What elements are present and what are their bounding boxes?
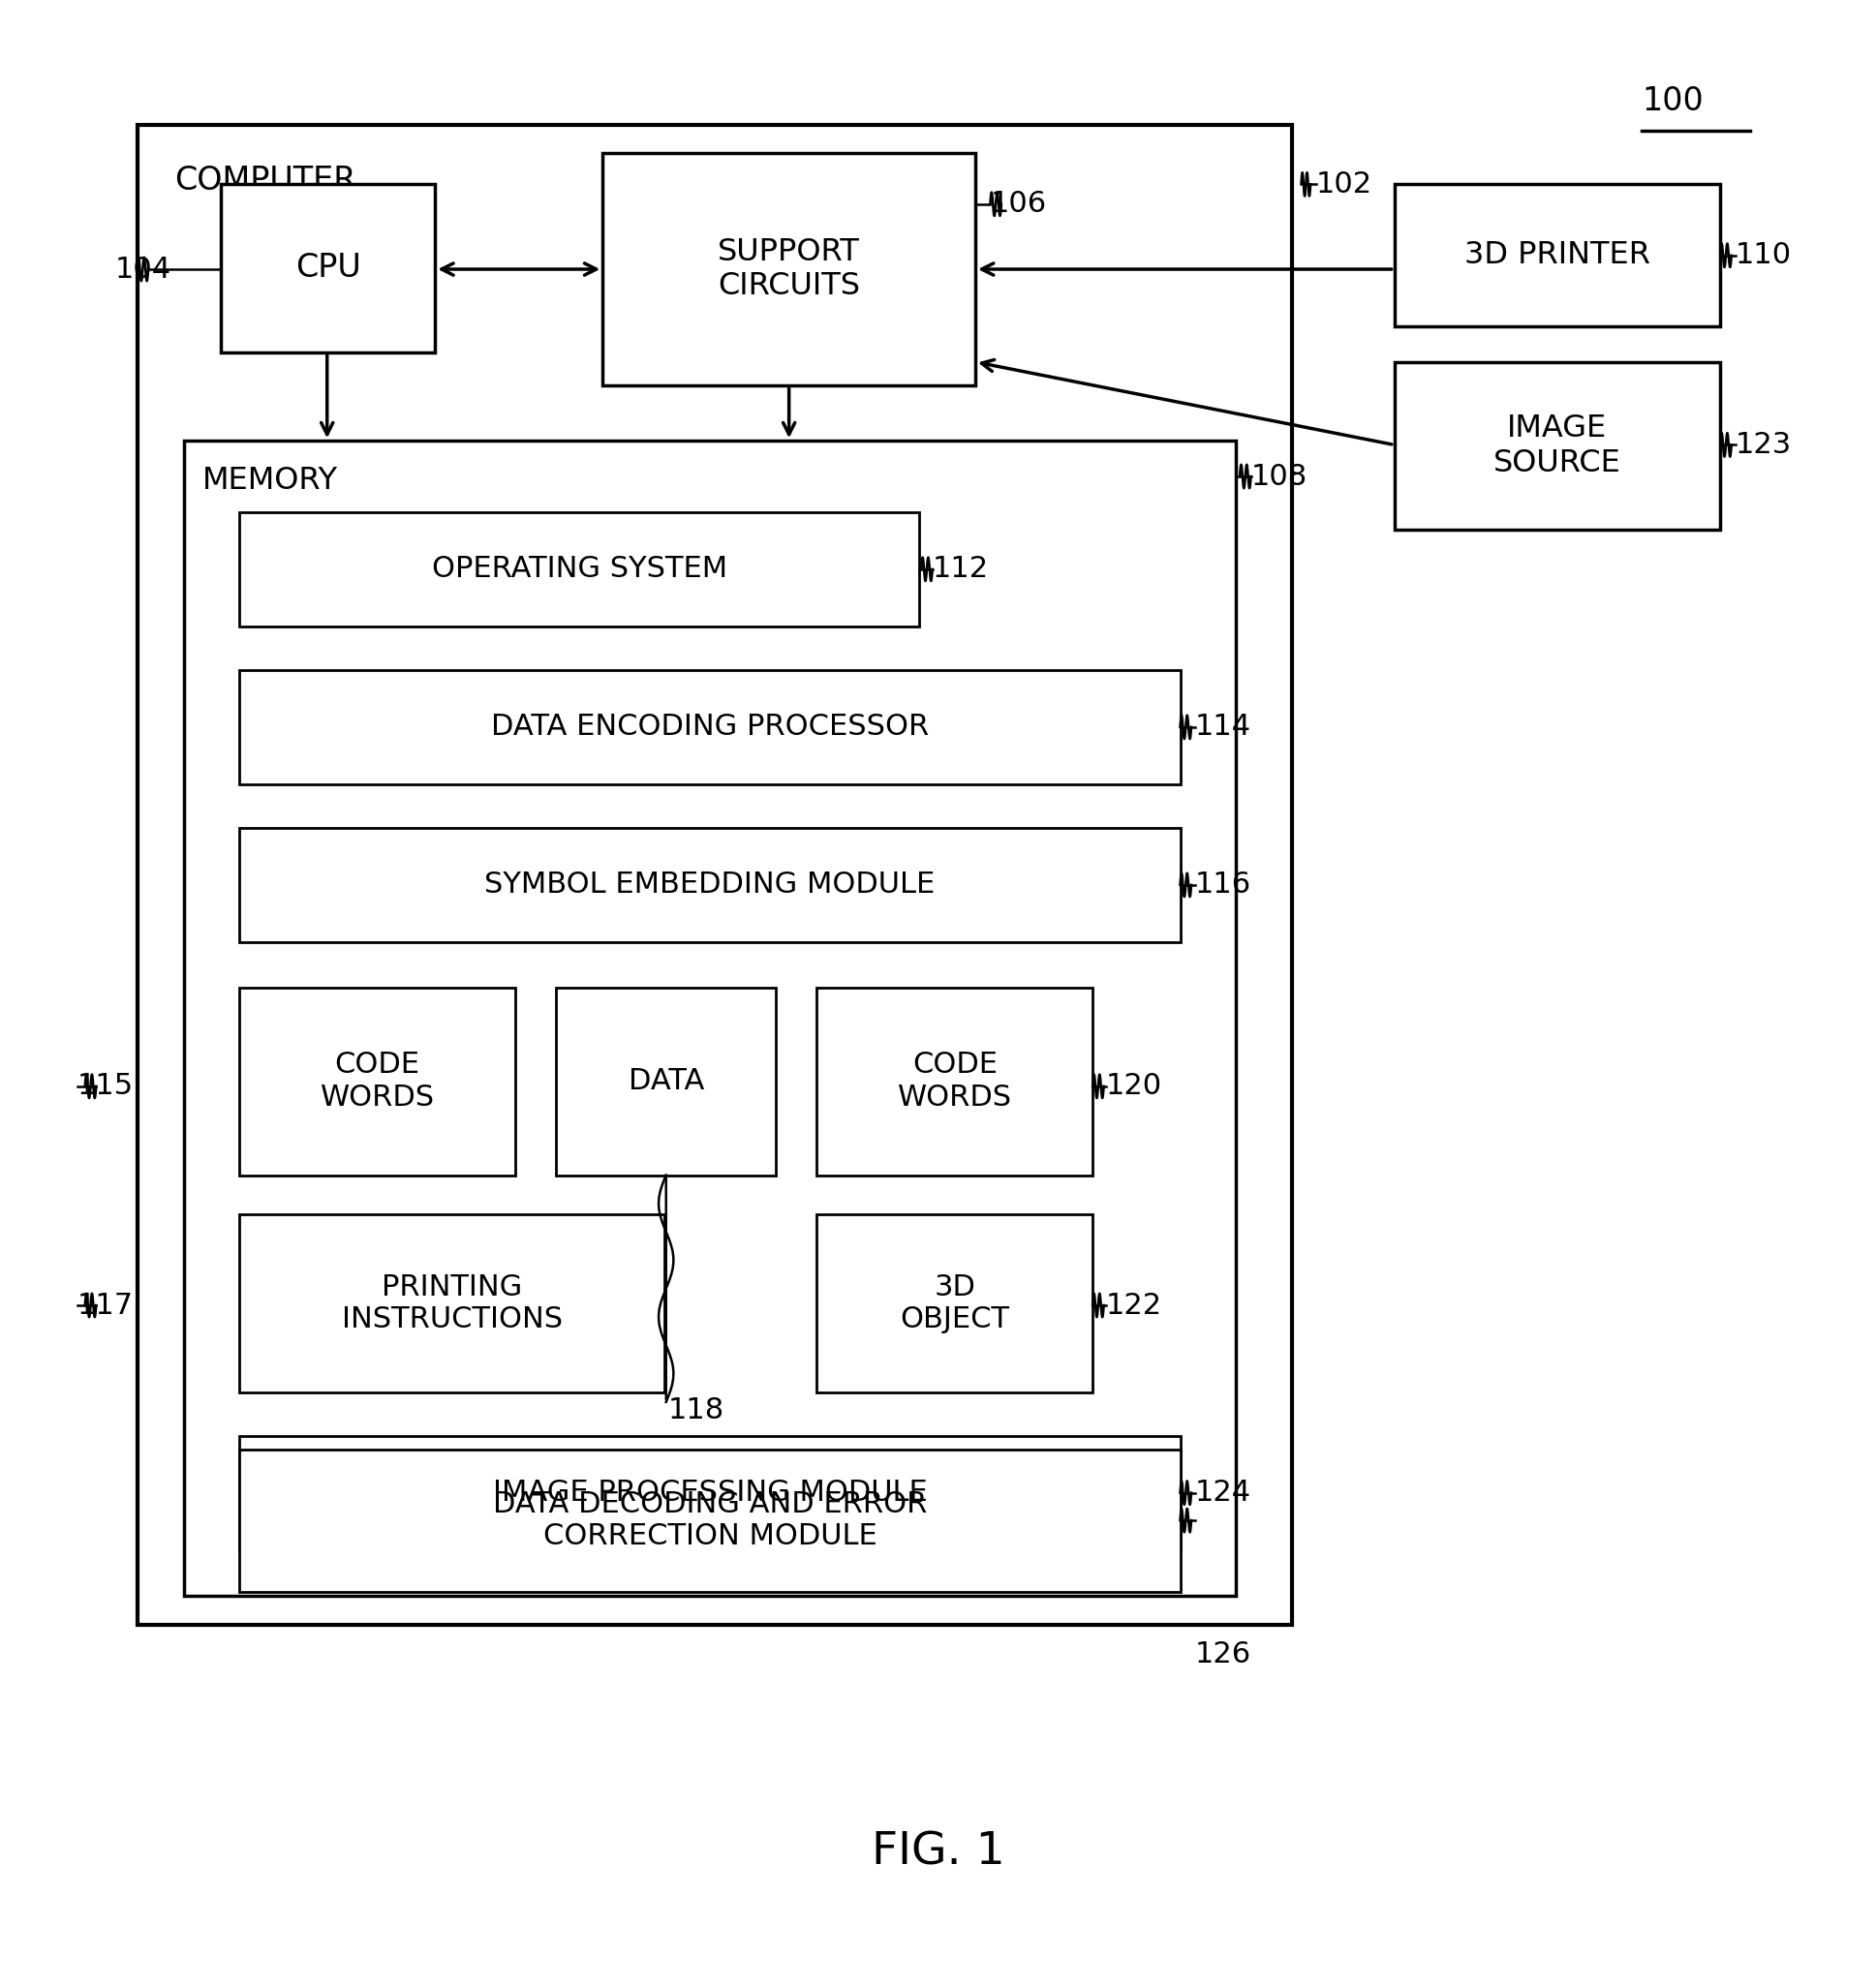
Text: CODE
WORDS: CODE WORDS (321, 1051, 435, 1111)
Bar (816, 988, 1092, 1174)
Bar (184, 441, 1236, 1596)
Bar (137, 125, 1293, 1625)
Text: 124: 124 (1195, 1478, 1251, 1506)
Text: SUPPORT
CIRCUITS: SUPPORT CIRCUITS (719, 236, 861, 302)
Text: IMAGE PROCESSING MODULE: IMAGE PROCESSING MODULE (493, 1478, 927, 1506)
Text: OPERATING SYSTEM: OPERATING SYSTEM (431, 554, 728, 584)
Text: 106: 106 (991, 191, 1047, 219)
Text: CODE
WORDS: CODE WORDS (897, 1051, 1011, 1111)
Text: 102: 102 (1317, 171, 1373, 199)
Bar (221, 185, 435, 352)
Text: COMPUTER: COMPUTER (174, 165, 356, 197)
Text: 110: 110 (1735, 240, 1792, 270)
Text: FIG. 1: FIG. 1 (870, 1830, 1006, 1874)
Bar (816, 1214, 1092, 1393)
Bar (602, 153, 976, 385)
Text: 3D
OBJECT: 3D OBJECT (900, 1274, 1009, 1333)
Text: IMAGE
SOURCE: IMAGE SOURCE (1493, 413, 1621, 479)
Text: 112: 112 (932, 554, 989, 584)
Bar (240, 513, 919, 626)
Bar (240, 1449, 1180, 1592)
Bar (240, 1214, 664, 1393)
Bar (1394, 185, 1720, 326)
Text: MEMORY: MEMORY (203, 465, 338, 495)
Bar (240, 670, 1180, 785)
Text: 126: 126 (1195, 1641, 1251, 1669)
Bar (240, 829, 1180, 942)
Text: 120: 120 (1105, 1073, 1161, 1101)
Text: CPU: CPU (295, 252, 360, 284)
Text: DATA DECODING AND ERROR
CORRECTION MODULE: DATA DECODING AND ERROR CORRECTION MODUL… (493, 1490, 927, 1550)
Text: 108: 108 (1251, 463, 1308, 491)
Text: 117: 117 (77, 1292, 133, 1319)
Text: 123: 123 (1735, 431, 1792, 459)
Text: 104: 104 (114, 254, 171, 284)
Text: 100: 100 (1642, 85, 1703, 117)
Text: 116: 116 (1195, 870, 1251, 898)
Text: DATA ENCODING PROCESSOR: DATA ENCODING PROCESSOR (492, 713, 929, 741)
Bar (240, 988, 516, 1174)
Text: 122: 122 (1105, 1292, 1161, 1319)
Text: 118: 118 (668, 1397, 724, 1425)
Bar (1394, 362, 1720, 531)
Text: 115: 115 (77, 1073, 133, 1101)
Text: SYMBOL EMBEDDING MODULE: SYMBOL EMBEDDING MODULE (484, 870, 934, 898)
Text: PRINTING
INSTRUCTIONS: PRINTING INSTRUCTIONS (341, 1274, 563, 1333)
Text: DATA: DATA (628, 1067, 704, 1095)
Bar (240, 1435, 1180, 1550)
Text: 3D PRINTER: 3D PRINTER (1465, 240, 1651, 270)
Text: 114: 114 (1195, 713, 1251, 741)
Bar (555, 988, 777, 1174)
